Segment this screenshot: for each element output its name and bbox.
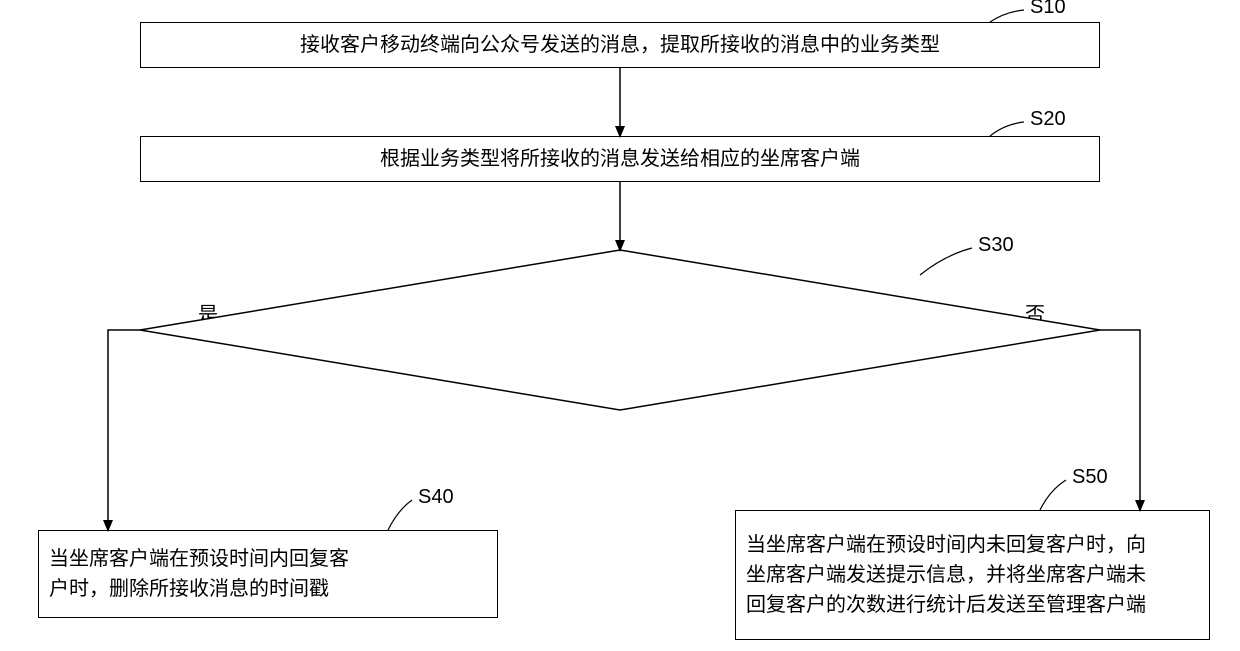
branch-yes: 是 — [198, 298, 218, 327]
s50-line3: 回复客户的次数进行统计后发送至管理客户端 — [746, 590, 1146, 620]
edge-s30-s40 — [108, 330, 140, 530]
label-s50-text: S50 — [1072, 466, 1108, 488]
s50-line2: 坐席客户端发送提示信息，并将坐席客户端未 — [746, 560, 1146, 590]
node-s10-text: 接收客户移动终端向公众号发送的消息，提取所接收的消息中的业务类型 — [300, 30, 940, 60]
label-s50: S50 — [1072, 466, 1108, 489]
label-s30-text: S30 — [978, 234, 1014, 256]
node-s40: 当坐席客户端在预设时间内回复客 户时，删除所接收消息的时间戳 — [38, 530, 498, 618]
node-s30-shape — [140, 250, 1100, 410]
node-s50: 当坐席客户端在预设时间内未回复客户时，向 坐席客户端发送提示信息，并将坐席客户端… — [735, 510, 1210, 640]
leader-s40 — [388, 500, 412, 530]
branch-yes-text: 是 — [198, 304, 218, 326]
s50-line1: 当坐席客户端在预设时间内未回复客户时，向 — [746, 530, 1146, 560]
label-s10: S10 — [1030, 0, 1066, 19]
s30-line3: 客户端是否在预设时间内进行回复 — [280, 344, 960, 375]
leader-s20 — [990, 122, 1024, 136]
leader-s50 — [1040, 480, 1066, 510]
s40-line1: 当坐席客户端在预设时间内回复客 — [49, 544, 349, 574]
leader-s30 — [920, 248, 972, 275]
label-s40: S40 — [418, 486, 454, 509]
label-s20: S20 — [1030, 108, 1066, 131]
leader-s10 — [990, 10, 1024, 22]
s30-line1: 当坐席客户端与移动终端进行信息交 — [280, 282, 960, 313]
label-s10-text: S10 — [1030, 0, 1066, 18]
node-s30-text: 当坐席客户端与移动终端进行信息交 互的过程中，记录移动终端发送消息的时间戳，并判… — [280, 282, 960, 375]
label-s20-text: S20 — [1030, 108, 1066, 130]
label-s30: S30 — [978, 234, 1014, 257]
branch-no: 否 — [1025, 298, 1045, 327]
branch-no-text: 否 — [1025, 304, 1045, 326]
node-s20-text: 根据业务类型将所接收的消息发送给相应的坐席客户端 — [380, 144, 860, 174]
s30-line2: 互的过程中，记录移动终端发送消息的时间戳，并判断坐席 — [280, 313, 960, 344]
label-s40-text: S40 — [418, 486, 454, 508]
node-s20: 根据业务类型将所接收的消息发送给相应的坐席客户端 — [140, 136, 1100, 182]
flowchart-canvas: 接收客户移动终端向公众号发送的消息，提取所接收的消息中的业务类型 S10 根据业… — [0, 0, 1240, 651]
node-s10: 接收客户移动终端向公众号发送的消息，提取所接收的消息中的业务类型 — [140, 22, 1100, 68]
s40-line2: 户时，删除所接收消息的时间戳 — [49, 574, 349, 604]
